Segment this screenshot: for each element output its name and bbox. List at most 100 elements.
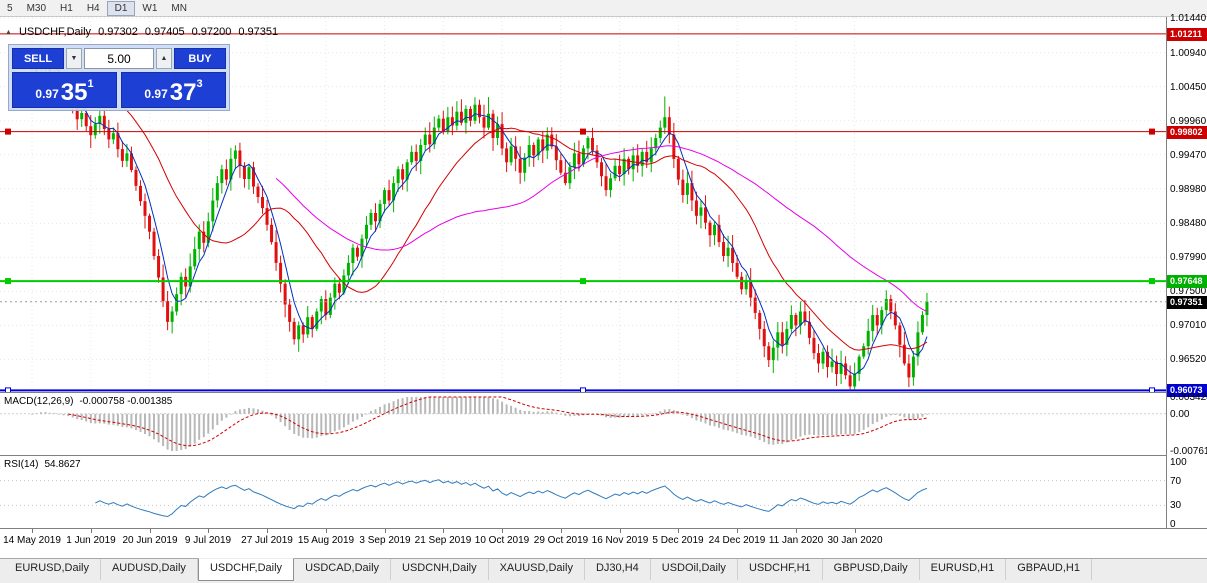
rsi-indicator-canvas[interactable] bbox=[0, 456, 1166, 528]
pane-separator[interactable] bbox=[0, 455, 1207, 456]
buy-price-button[interactable]: 0.97 37 3 bbox=[121, 72, 226, 108]
price-level-badge: 0.99802 bbox=[1167, 126, 1207, 139]
timeframe-toolbar: 5 M30 H1 H4 D1 W1 MN bbox=[0, 0, 1207, 17]
price-axis-label: 0.97500 bbox=[1170, 286, 1207, 297]
chart-tab-gbpusd-daily[interactable]: GBPUSD,Daily bbox=[823, 559, 920, 580]
chart-tab-usdcnh-daily[interactable]: USDCNH,Daily bbox=[391, 559, 489, 580]
date-label: 30 Jan 2020 bbox=[827, 535, 883, 546]
current-price-badge: 0.97351 bbox=[1167, 296, 1207, 309]
price-axis[interactable]: 1.01440 1.00940 1.00450 0.99960 0.99470 0.989… bbox=[1166, 13, 1207, 530]
chart-tab-usdchf-h1[interactable]: USDCHF,H1 bbox=[738, 559, 823, 580]
timeframe-button-h4[interactable]: H4 bbox=[86, 2, 100, 14]
date-label: 14 May 2019 bbox=[3, 535, 61, 546]
date-label: 20 Jun 2019 bbox=[122, 535, 178, 546]
date-tick bbox=[561, 529, 562, 533]
date-tick bbox=[208, 529, 209, 533]
sell-price-button[interactable]: 0.97 35 1 bbox=[12, 72, 117, 108]
price-axis-label: 0.97010 bbox=[1170, 320, 1207, 331]
chart-tab-xauusd-daily[interactable]: XAUUSD,Daily bbox=[489, 559, 585, 580]
rsi-axis-label: 0 bbox=[1170, 519, 1176, 530]
chart-tab-usdoil-daily[interactable]: USDOil,Daily bbox=[651, 559, 738, 580]
ohlc-low-value: 0.97200 bbox=[191, 26, 232, 38]
volume-input[interactable] bbox=[84, 48, 154, 69]
date-label: 5 Dec 2019 bbox=[652, 535, 704, 546]
timeframe-button-h1[interactable]: H1 bbox=[60, 2, 73, 14]
ohlc-open-value: 0.97302 bbox=[98, 26, 138, 38]
date-label: 24 Dec 2019 bbox=[708, 535, 766, 546]
buy-price-pip: 3 bbox=[196, 78, 203, 90]
date-tick bbox=[443, 529, 444, 533]
date-tick bbox=[326, 529, 327, 533]
chart-ohlc-readout: ▲ USDCHF,Daily 0.97302 0.97405 0.97200 0… bbox=[5, 26, 278, 38]
price-axis-label: 0.96520 bbox=[1170, 354, 1207, 365]
date-label: 9 Jul 2019 bbox=[184, 535, 232, 546]
macd-indicator-label: MACD(12,26,9) -0.000758 -0.001385 bbox=[4, 396, 172, 407]
date-label: 11 Jan 2020 bbox=[768, 535, 824, 546]
chevron-down-icon: ▼ bbox=[70, 55, 78, 62]
timeframe-button-w1[interactable]: W1 bbox=[142, 2, 158, 14]
macd-values: -0.000758 -0.001385 bbox=[79, 396, 173, 407]
rsi-axis-label: 100 bbox=[1170, 457, 1187, 468]
chart-tab-usdcad-daily[interactable]: USDCAD,Daily bbox=[294, 559, 392, 580]
price-chart-canvas[interactable] bbox=[0, 17, 1166, 392]
sell-button[interactable]: SELL bbox=[12, 48, 64, 69]
chart-tab-usdchf-daily[interactable]: USDCHF,Daily bbox=[197, 558, 295, 581]
rsi-axis-label: 70 bbox=[1170, 476, 1182, 487]
price-axis-label: 1.00450 bbox=[1170, 82, 1207, 93]
date-tick bbox=[150, 529, 151, 533]
buy-button[interactable]: BUY bbox=[174, 48, 226, 69]
macd-indicator-canvas[interactable] bbox=[0, 393, 1166, 455]
date-label: 10 Oct 2019 bbox=[474, 535, 530, 546]
chart-tab-eurusd-h1[interactable]: EURUSD,H1 bbox=[920, 559, 1007, 580]
date-label: 1 Jun 2019 bbox=[66, 535, 116, 546]
date-tick bbox=[385, 529, 386, 533]
rsi-name: RSI(14) bbox=[4, 459, 39, 470]
sell-price-pip: 1 bbox=[87, 78, 94, 90]
timeframe-button-d1[interactable]: D1 bbox=[106, 0, 136, 16]
macd-axis-label: -0.00761 bbox=[1170, 446, 1207, 457]
buy-price-prefix: 0.97 bbox=[144, 87, 168, 101]
price-axis-label: 0.99470 bbox=[1170, 150, 1207, 161]
chart-tab-dj30-h4[interactable]: DJ30,H4 bbox=[585, 559, 651, 580]
pane-separator[interactable] bbox=[0, 392, 1207, 393]
chart-window: ▲ USDCHF,Daily 0.97302 0.97405 0.97200 0… bbox=[0, 13, 1207, 558]
date-tick bbox=[796, 529, 797, 533]
rsi-axis-label: 30 bbox=[1170, 500, 1182, 511]
chart-symbol-label: USDCHF,Daily bbox=[18, 26, 92, 38]
rsi-indicator-label: RSI(14) 54.8627 bbox=[4, 459, 81, 470]
date-label: 15 Aug 2019 bbox=[297, 535, 355, 546]
price-axis-label: 0.97990 bbox=[1170, 252, 1207, 263]
sell-price-main: 35 bbox=[60, 79, 88, 106]
date-label: 3 Sep 2019 bbox=[359, 535, 411, 546]
date-label: 27 Jul 2019 bbox=[241, 535, 293, 546]
chart-tab-audusd-daily[interactable]: AUDUSD,Daily bbox=[101, 559, 198, 580]
volume-increase-button[interactable]: ▲ bbox=[156, 48, 172, 69]
ohlc-close-value: 0.97351 bbox=[238, 26, 279, 38]
price-axis-label: 0.99960 bbox=[1170, 116, 1207, 127]
date-tick bbox=[678, 529, 679, 533]
date-tick bbox=[855, 529, 856, 533]
one-click-collapse-icon[interactable]: ▲ bbox=[5, 28, 12, 36]
timeframe-button-mn[interactable]: MN bbox=[171, 2, 187, 14]
timeframe-button-5[interactable]: 5 bbox=[7, 2, 13, 14]
price-axis-label: 1.00940 bbox=[1170, 48, 1207, 59]
chart-tab-gbpaud-h1[interactable]: GBPAUD,H1 bbox=[1006, 559, 1092, 580]
buy-price-main: 37 bbox=[169, 79, 197, 106]
date-label: 29 Oct 2019 bbox=[533, 535, 589, 546]
time-axis-border bbox=[0, 528, 1207, 529]
time-axis[interactable]: 14 May 2019 1 Jun 2019 20 Jun 2019 9 Jul 20… bbox=[0, 529, 1207, 549]
ohlc-high-value: 0.97405 bbox=[144, 26, 185, 38]
sell-price-prefix: 0.97 bbox=[35, 87, 59, 101]
timeframe-button-m30[interactable]: M30 bbox=[26, 2, 47, 14]
date-tick bbox=[32, 529, 33, 533]
price-level-badge: 0.96073 bbox=[1167, 384, 1207, 397]
date-tick bbox=[737, 529, 738, 533]
price-axis-label: 1.01440 bbox=[1170, 13, 1207, 24]
chart-tab-eurusd-daily[interactable]: EURUSD,Daily bbox=[4, 559, 101, 580]
macd-axis-label: 0.00 bbox=[1170, 409, 1190, 420]
price-level-badge: 0.97648 bbox=[1167, 275, 1207, 288]
rsi-value: 54.8627 bbox=[44, 459, 81, 470]
volume-decrease-button[interactable]: ▼ bbox=[66, 48, 82, 69]
one-click-trading-panel: SELL ▼ ▲ BUY 0.97 35 1 0.97 37 bbox=[8, 44, 230, 111]
